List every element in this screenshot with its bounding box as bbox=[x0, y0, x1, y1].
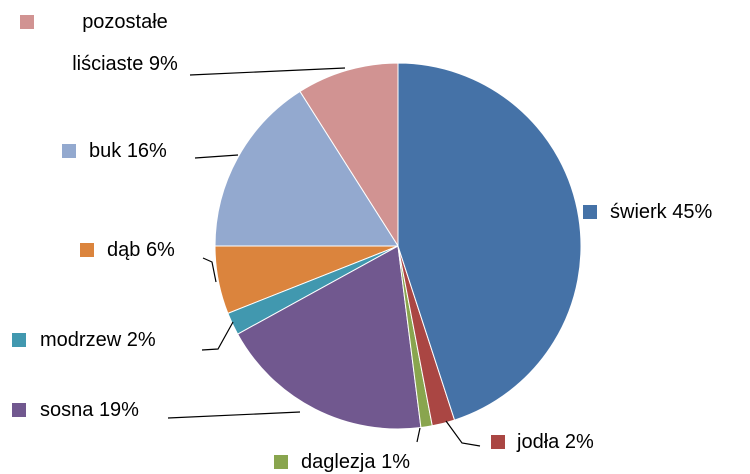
category-name: daglezja bbox=[301, 451, 376, 473]
leader-line bbox=[445, 420, 481, 447]
value-label: 1% bbox=[381, 451, 410, 473]
slice-label: dąb 6% bbox=[107, 229, 175, 271]
value-label: 19% bbox=[98, 399, 139, 421]
value-label: 2% bbox=[126, 329, 156, 351]
pie-slice bbox=[236, 245, 422, 430]
category-name: buk bbox=[89, 140, 122, 162]
legend-swatch bbox=[491, 435, 505, 449]
pie-slice bbox=[397, 62, 582, 421]
slice-label: sosna 19% bbox=[40, 389, 139, 431]
category-name: jodła bbox=[517, 431, 560, 453]
slice-label: pozostałe liściaste 9% bbox=[45, 1, 205, 85]
leader-line bbox=[194, 154, 239, 159]
category-name: pozostałe liściaste bbox=[72, 11, 168, 75]
legend-swatch bbox=[274, 455, 288, 469]
leader-lines bbox=[167, 67, 481, 447]
category-name: modrzew bbox=[40, 329, 122, 351]
category-name: sosna bbox=[40, 399, 94, 421]
legend-swatch bbox=[583, 205, 597, 219]
pie-slice bbox=[299, 62, 399, 248]
value-label: 6% bbox=[145, 239, 175, 261]
value-label: 9% bbox=[148, 53, 178, 75]
leader-line bbox=[416, 427, 421, 443]
category-name: dąb bbox=[107, 239, 141, 261]
leader-line bbox=[202, 257, 217, 283]
pie-slice bbox=[214, 90, 399, 247]
value-label: 16% bbox=[126, 140, 167, 162]
legend-swatch bbox=[20, 15, 34, 29]
slice-label: jodła 2% bbox=[517, 421, 594, 463]
leader-line bbox=[167, 411, 301, 419]
category-name: świerk bbox=[610, 201, 667, 223]
legend-swatch bbox=[12, 403, 26, 417]
value-label: 45% bbox=[672, 201, 713, 223]
slice-label: daglezja 1% bbox=[301, 441, 410, 474]
value-label: 2% bbox=[564, 431, 594, 453]
slice-label: buk 16% bbox=[89, 130, 167, 172]
legend-swatch bbox=[62, 144, 76, 158]
legend-swatch bbox=[12, 333, 26, 347]
slice-label: modrzew 2% bbox=[40, 319, 156, 361]
leader-line bbox=[189, 67, 346, 76]
leader-line bbox=[201, 321, 234, 351]
slice-label: świerk 45% bbox=[610, 191, 712, 233]
legend-swatch bbox=[80, 243, 94, 257]
